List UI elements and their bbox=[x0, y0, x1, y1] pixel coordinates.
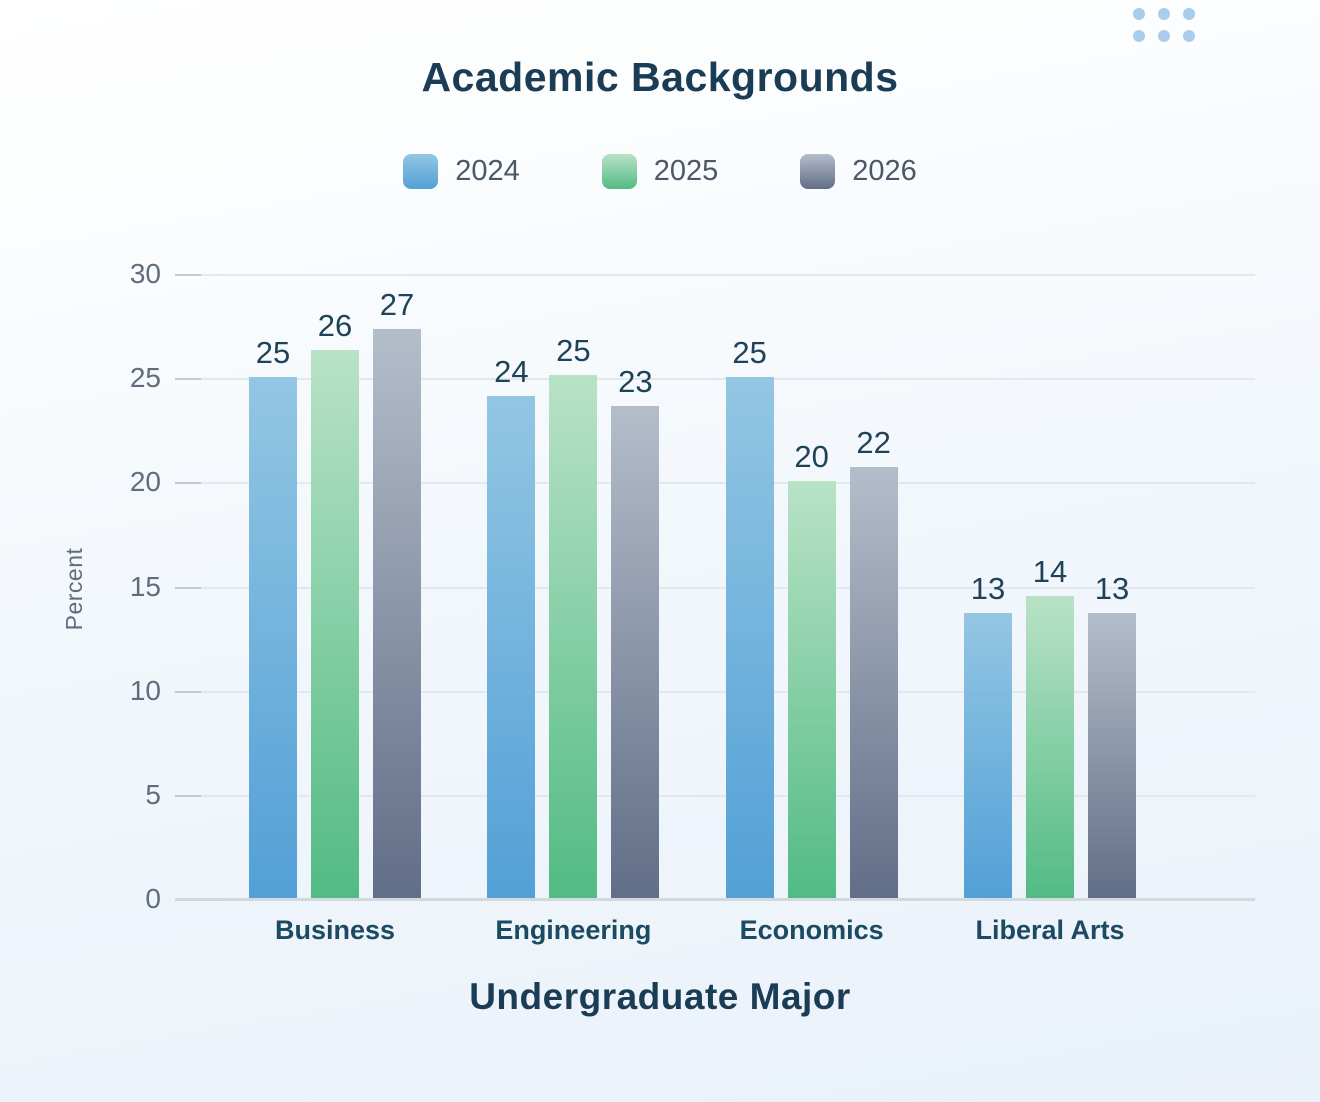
bar-2025-engineering: 25 bbox=[549, 333, 598, 898]
legend-item-2025: 2025 bbox=[601, 153, 719, 189]
bar-2026-liberal-arts: 13 bbox=[1087, 571, 1136, 898]
y-tick-mark bbox=[175, 482, 201, 485]
bar-value-label: 20 bbox=[794, 439, 829, 474]
y-tick-label: 15 bbox=[129, 570, 161, 602]
y-tick-mark bbox=[175, 378, 201, 381]
y-tick-label: 0 bbox=[145, 883, 161, 914]
legend-label: 2024 bbox=[455, 154, 520, 187]
bar-group-liberal-arts: 13 14 13 bbox=[963, 554, 1136, 901]
x-axis-line bbox=[175, 898, 1255, 901]
x-axis-category-labels: Business Engineering Economics Liberal Arts bbox=[175, 915, 1255, 946]
bar-2026-business: 27 bbox=[373, 287, 421, 898]
bar-value-label: 23 bbox=[618, 364, 653, 399]
bar-value-label: 13 bbox=[970, 571, 1006, 606]
legend-item-2024: 2024 bbox=[403, 153, 520, 189]
bar-2024-economics: 25 bbox=[725, 335, 774, 898]
bar-value-label: 14 bbox=[1032, 554, 1068, 589]
plot-area: Percent 25 26 27 24 25 23 25 20 22 13 14 13 0 5 10 15 2… bbox=[61, 258, 1255, 914]
bar-value-label: 25 bbox=[255, 335, 291, 370]
legend-swatch-icon bbox=[800, 153, 836, 189]
bar-2025-business: 26 bbox=[311, 308, 359, 898]
legend: 2024 2025 2026 bbox=[0, 153, 1320, 189]
bar-value-label: 22 bbox=[856, 425, 891, 460]
legend-swatch-icon bbox=[403, 153, 439, 189]
gridline bbox=[175, 482, 1255, 485]
gridline bbox=[175, 378, 1255, 381]
bar-group-business: 25 26 27 bbox=[249, 287, 421, 901]
dot-icon bbox=[1158, 8, 1170, 20]
legend-swatch-icon bbox=[601, 153, 637, 189]
bar-2024-liberal-arts: 13 bbox=[963, 571, 1012, 898]
y-tick-mark bbox=[175, 274, 201, 276]
y-tick-mark bbox=[175, 794, 201, 797]
y-tick-mark bbox=[175, 690, 201, 693]
bar-2025-liberal-arts: 14 bbox=[1025, 554, 1074, 898]
x-tick-label-engineering: Engineering bbox=[495, 915, 652, 945]
x-tick-label-business: Business bbox=[274, 915, 396, 945]
bar-value-label: 26 bbox=[317, 308, 353, 343]
x-tick-label-liberal-arts: Liberal Arts bbox=[975, 915, 1125, 945]
bar-group-engineering: 24 25 23 bbox=[487, 333, 660, 901]
y-tick-mark bbox=[175, 586, 201, 589]
bar-2025-economics: 20 bbox=[787, 439, 836, 898]
dot-icon bbox=[1183, 8, 1195, 20]
gridline bbox=[175, 586, 1255, 589]
chart-title: Academic Backgrounds bbox=[421, 54, 899, 100]
bar-value-label: 27 bbox=[379, 287, 415, 322]
bar-value-label: 25 bbox=[732, 335, 767, 370]
y-tick-label: 20 bbox=[129, 466, 161, 498]
y-tick-label: 5 bbox=[145, 778, 161, 810]
y-tick-label: 30 bbox=[129, 258, 161, 289]
legend-label: 2026 bbox=[852, 154, 917, 187]
y-tick-label: 10 bbox=[129, 674, 161, 706]
gridline bbox=[175, 274, 1255, 276]
dots-decoration-icon bbox=[1133, 8, 1195, 42]
bar-2024-business: 25 bbox=[249, 335, 297, 898]
bar-2024-engineering: 24 bbox=[487, 354, 536, 898]
bar-2026-engineering: 23 bbox=[611, 364, 660, 898]
bar-value-label: 13 bbox=[1094, 571, 1130, 606]
legend-label: 2025 bbox=[653, 154, 719, 187]
bar-group-economics: 25 20 22 bbox=[725, 335, 898, 901]
dot-icon bbox=[1183, 30, 1195, 42]
dot-icon bbox=[1133, 30, 1145, 42]
y-tick-label: 25 bbox=[129, 362, 161, 394]
bar-value-label: 25 bbox=[556, 333, 591, 368]
gridline bbox=[175, 690, 1255, 693]
bar-2026-economics: 22 bbox=[849, 425, 898, 898]
gridline bbox=[175, 794, 1255, 797]
y-axis-title: Percent bbox=[60, 547, 87, 630]
legend-item-2026: 2026 bbox=[800, 153, 917, 189]
dot-icon bbox=[1158, 30, 1170, 42]
dot-icon bbox=[1133, 8, 1145, 20]
x-tick-label-economics: Economics bbox=[739, 915, 884, 945]
bar-value-label: 24 bbox=[494, 354, 529, 389]
bars-container: 25 26 27 24 25 23 25 20 22 13 14 13 bbox=[175, 276, 1255, 901]
x-axis-title: Undergraduate Major bbox=[469, 976, 851, 1017]
